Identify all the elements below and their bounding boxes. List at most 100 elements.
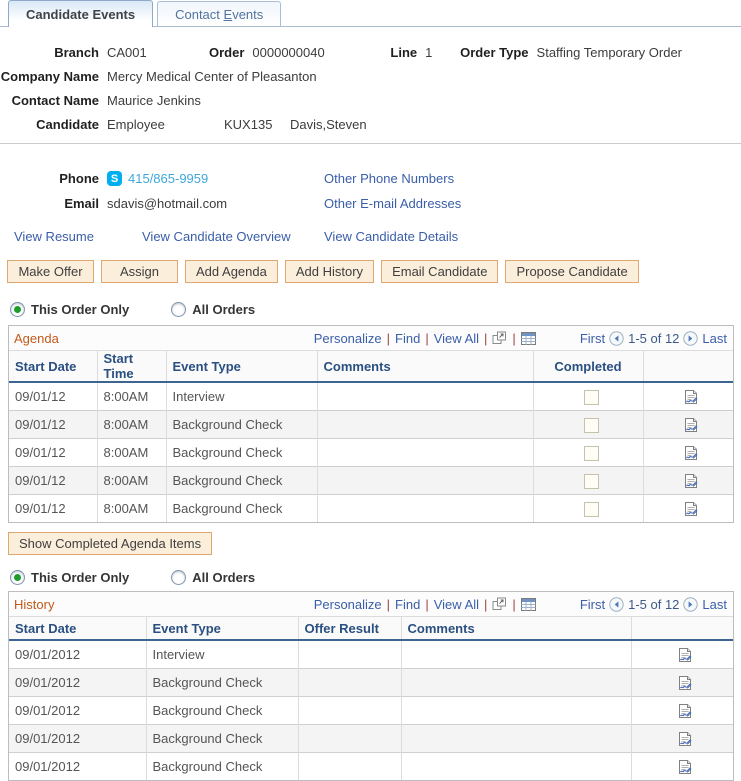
branch-label: Branch bbox=[54, 44, 99, 60]
add-agenda-button[interactable]: Add Agenda bbox=[185, 260, 278, 283]
phone-number-link[interactable]: 415/865-9959 bbox=[128, 171, 209, 186]
pager-prev-icon[interactable] bbox=[609, 596, 624, 612]
agenda-row: 09/01/12 8:00AM Background Check bbox=[9, 494, 733, 522]
view-candidate-details-link[interactable]: View Candidate Details bbox=[324, 228, 459, 244]
agenda-cell-start-date: 09/01/12 bbox=[9, 438, 97, 467]
skype-icon[interactable]: S bbox=[107, 171, 122, 186]
radio-this-order-only[interactable]: This Order Only bbox=[10, 569, 129, 585]
order-header: Branch CA001 Order 0000000040 Line 1 Ord… bbox=[0, 27, 741, 136]
col-start-time: Start Time bbox=[96, 351, 166, 383]
separator: | bbox=[386, 330, 391, 346]
tab-contact-events[interactable]: Contact Events bbox=[157, 1, 282, 26]
history-cell-event-type: Background Check bbox=[145, 696, 298, 725]
agenda-cell-comments bbox=[316, 466, 533, 495]
completed-checkbox[interactable] bbox=[583, 501, 599, 517]
assign-button[interactable]: Assign bbox=[101, 260, 178, 283]
col-completed: Completed bbox=[532, 351, 643, 383]
history-personalize-link[interactable]: Personalize bbox=[313, 596, 382, 612]
pager-prev-icon[interactable] bbox=[609, 330, 624, 346]
completed-checkbox[interactable] bbox=[583, 389, 599, 405]
candidate-id-value: KUX135 bbox=[224, 116, 273, 132]
col-comments: Comments bbox=[400, 617, 631, 641]
col-actions bbox=[630, 617, 733, 641]
history-cell-start-date: 09/01/2012 bbox=[15, 647, 81, 662]
separator: | bbox=[484, 596, 488, 612]
email-label: Email bbox=[64, 196, 99, 211]
view-candidate-overview-link[interactable]: View Candidate Overview bbox=[142, 228, 291, 244]
separator: | bbox=[425, 330, 429, 346]
history-view-all-link[interactable]: View All bbox=[433, 596, 480, 612]
order-type-value: Staffing Temporary Order bbox=[536, 44, 683, 60]
completed-checkbox[interactable] bbox=[583, 445, 599, 461]
view-resume-link[interactable]: View Resume bbox=[14, 228, 94, 244]
email-candidate-button[interactable]: Email Candidate bbox=[381, 260, 499, 283]
history-cell-offer-result bbox=[297, 696, 401, 725]
history-cell-start-date: 09/01/2012 bbox=[9, 752, 146, 780]
company-name-label: Company Name bbox=[0, 68, 99, 84]
history-cell-comments bbox=[400, 668, 631, 697]
history-cell-event-type: Background Check bbox=[145, 668, 298, 697]
agenda-cell-comments bbox=[316, 410, 533, 439]
edit-event-icon[interactable] bbox=[677, 675, 693, 691]
col-event-type: Event Type bbox=[165, 351, 317, 383]
zoom-popup-icon[interactable] bbox=[492, 331, 507, 345]
completed-checkbox[interactable] bbox=[583, 473, 599, 489]
agenda-cell-start-date: 09/01/12 bbox=[9, 466, 97, 495]
edit-event-icon[interactable] bbox=[683, 445, 699, 461]
history-pager-last-link[interactable]: Last bbox=[702, 596, 727, 612]
download-grid-icon[interactable] bbox=[520, 331, 536, 345]
agenda-cell-event-type: Background Check bbox=[165, 410, 317, 439]
history-pager-first-link[interactable]: First bbox=[579, 596, 606, 612]
tab-candidate-events[interactable]: Candidate Events bbox=[8, 0, 154, 27]
edit-event-icon[interactable] bbox=[677, 647, 693, 663]
radio-this-order-only[interactable]: This Order Only bbox=[10, 301, 129, 317]
zoom-popup-icon[interactable] bbox=[492, 597, 507, 611]
candidate-name-value: Davis,Steven bbox=[290, 116, 367, 132]
radio-all-orders[interactable]: All Orders bbox=[171, 301, 255, 317]
edit-event-icon[interactable] bbox=[677, 703, 693, 719]
history-find-link[interactable]: Find bbox=[395, 596, 421, 612]
radio-unselected-icon bbox=[171, 569, 187, 585]
history-toolbar: Personalize | Find | View All | | bbox=[314, 597, 536, 612]
history-row: 09/01/2012 Interview bbox=[9, 640, 733, 669]
other-email-addresses-link[interactable]: Other E-mail Addresses bbox=[324, 196, 462, 211]
agenda-cell-edit bbox=[642, 466, 733, 495]
company-name-value: Mercy Medical Center of Pleasanton bbox=[107, 68, 317, 84]
agenda-cell-edit bbox=[642, 382, 733, 411]
agenda-pager-first-link[interactable]: First bbox=[579, 330, 606, 346]
edit-event-icon[interactable] bbox=[683, 501, 699, 517]
edit-event-icon[interactable] bbox=[683, 389, 699, 405]
agenda-pager-last-link[interactable]: Last bbox=[702, 330, 727, 346]
edit-event-icon[interactable] bbox=[683, 417, 699, 433]
history-header-row: Start Date Event Type Offer Result Comme… bbox=[9, 617, 733, 641]
completed-checkbox[interactable] bbox=[583, 417, 599, 433]
download-grid-icon[interactable] bbox=[520, 597, 536, 611]
radio-all-orders[interactable]: All Orders bbox=[171, 569, 255, 585]
pager-next-icon[interactable] bbox=[683, 330, 699, 346]
history-cell-comments bbox=[400, 696, 631, 725]
edit-event-icon[interactable] bbox=[677, 759, 693, 775]
candidate-type-value: Employee bbox=[107, 116, 165, 132]
history-cell-edit bbox=[630, 696, 733, 725]
agenda-find-link[interactable]: Find bbox=[395, 330, 421, 346]
propose-candidate-button[interactable]: Propose Candidate bbox=[505, 260, 639, 283]
col-event-type: Event Type bbox=[145, 617, 298, 641]
add-history-button[interactable]: Add History bbox=[284, 260, 375, 283]
make-offer-button[interactable]: Make Offer bbox=[7, 260, 94, 283]
history-pager: First 1-5 of 12 Last bbox=[580, 597, 727, 612]
history-row: 09/01/2012 Background Check bbox=[9, 696, 733, 725]
edit-event-icon[interactable] bbox=[677, 731, 693, 747]
history-cell-edit bbox=[630, 668, 733, 697]
agenda-view-all-link[interactable]: View All bbox=[433, 330, 480, 346]
agenda-personalize-link[interactable]: Personalize bbox=[313, 330, 382, 346]
other-phone-numbers-link[interactable]: Other Phone Numbers bbox=[324, 171, 455, 186]
agenda-title: Agenda bbox=[14, 330, 59, 346]
agenda-cell-completed bbox=[532, 438, 643, 467]
pager-next-icon[interactable] bbox=[683, 596, 699, 612]
branch-value: CA001 bbox=[107, 44, 147, 60]
history-cell-event-type: Background Check bbox=[145, 752, 298, 780]
tab-label: Contact Events bbox=[175, 6, 264, 22]
separator: | bbox=[425, 596, 429, 612]
show-completed-agenda-items-button[interactable]: Show Completed Agenda Items bbox=[8, 532, 213, 555]
edit-event-icon[interactable] bbox=[683, 473, 699, 489]
